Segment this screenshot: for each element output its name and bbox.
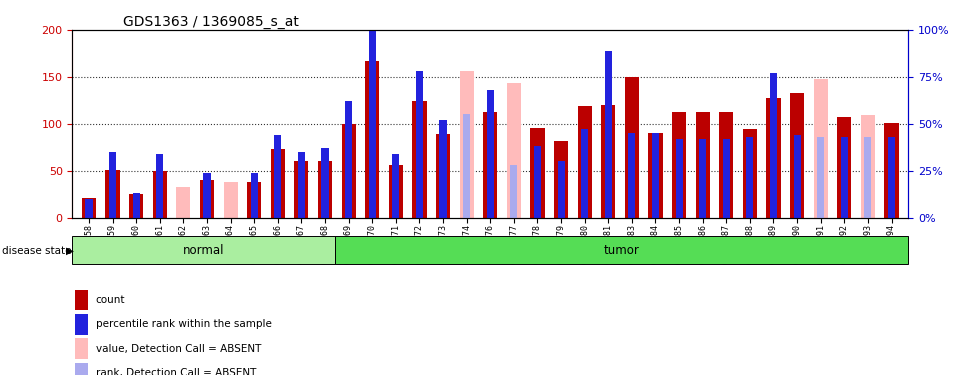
Bar	[672, 112, 686, 218]
Bar	[250, 172, 258, 217]
Bar	[72, 236, 335, 264]
Bar	[723, 139, 730, 218]
Bar	[483, 112, 497, 218]
Bar	[85, 199, 93, 217]
Bar	[204, 172, 211, 217]
Bar	[247, 182, 261, 218]
Text: ▶: ▶	[66, 246, 73, 255]
Bar	[747, 137, 753, 218]
Text: percentile rank within the sample: percentile rank within the sample	[96, 320, 271, 329]
Bar	[436, 134, 450, 218]
Bar	[696, 112, 710, 218]
Bar	[530, 128, 545, 218]
Bar	[274, 135, 281, 218]
Bar	[369, 30, 376, 217]
Bar	[861, 116, 875, 218]
Bar	[557, 161, 564, 218]
Bar	[412, 101, 427, 217]
Bar	[743, 129, 757, 218]
Bar	[295, 161, 308, 218]
Bar	[838, 117, 851, 218]
Bar	[625, 77, 639, 218]
Bar	[365, 61, 380, 217]
Bar	[675, 139, 683, 218]
Bar	[507, 84, 521, 218]
Text: tumor: tumor	[604, 244, 639, 257]
Bar	[318, 161, 332, 218]
Bar	[416, 71, 423, 217]
Bar	[156, 154, 163, 218]
Bar	[82, 198, 96, 217]
Bar	[652, 133, 659, 218]
Bar	[790, 93, 804, 218]
Bar	[865, 137, 871, 218]
Bar	[554, 141, 568, 218]
Bar	[605, 51, 611, 217]
Bar	[813, 79, 828, 218]
Bar	[578, 106, 592, 218]
Bar	[460, 71, 473, 217]
Text: count: count	[96, 295, 126, 305]
Bar	[628, 133, 636, 218]
Bar	[817, 137, 824, 218]
Text: GDS1363 / 1369085_s_at: GDS1363 / 1369085_s_at	[123, 15, 298, 29]
Bar	[153, 171, 167, 217]
Bar	[699, 139, 706, 218]
Text: disease state: disease state	[2, 246, 71, 255]
Bar	[463, 114, 470, 218]
Bar	[766, 99, 781, 218]
Bar	[129, 194, 143, 217]
Bar	[582, 129, 588, 218]
Bar	[440, 120, 446, 218]
Bar	[223, 182, 238, 218]
Bar	[720, 112, 733, 218]
Bar	[177, 187, 190, 218]
Text: rank, Detection Call = ABSENT: rank, Detection Call = ABSENT	[96, 368, 256, 375]
Bar	[388, 165, 403, 218]
Bar	[322, 148, 328, 217]
Bar	[601, 105, 615, 218]
Bar	[888, 137, 895, 218]
Text: value, Detection Call = ABSENT: value, Detection Call = ABSENT	[96, 344, 261, 354]
Bar	[298, 152, 305, 217]
Bar	[793, 135, 801, 218]
Bar	[345, 101, 353, 217]
Bar	[648, 133, 663, 218]
Bar	[335, 236, 908, 264]
Bar	[109, 152, 116, 217]
Bar	[840, 137, 848, 218]
Bar	[105, 170, 120, 217]
Bar	[392, 154, 399, 218]
Bar	[342, 124, 355, 218]
Bar	[132, 193, 140, 217]
Text: normal: normal	[183, 244, 224, 257]
Bar	[487, 90, 494, 218]
Bar	[200, 180, 214, 218]
Bar	[510, 165, 518, 218]
Bar	[270, 149, 285, 217]
Bar	[770, 73, 777, 217]
Bar	[885, 123, 898, 218]
Bar	[534, 146, 541, 218]
